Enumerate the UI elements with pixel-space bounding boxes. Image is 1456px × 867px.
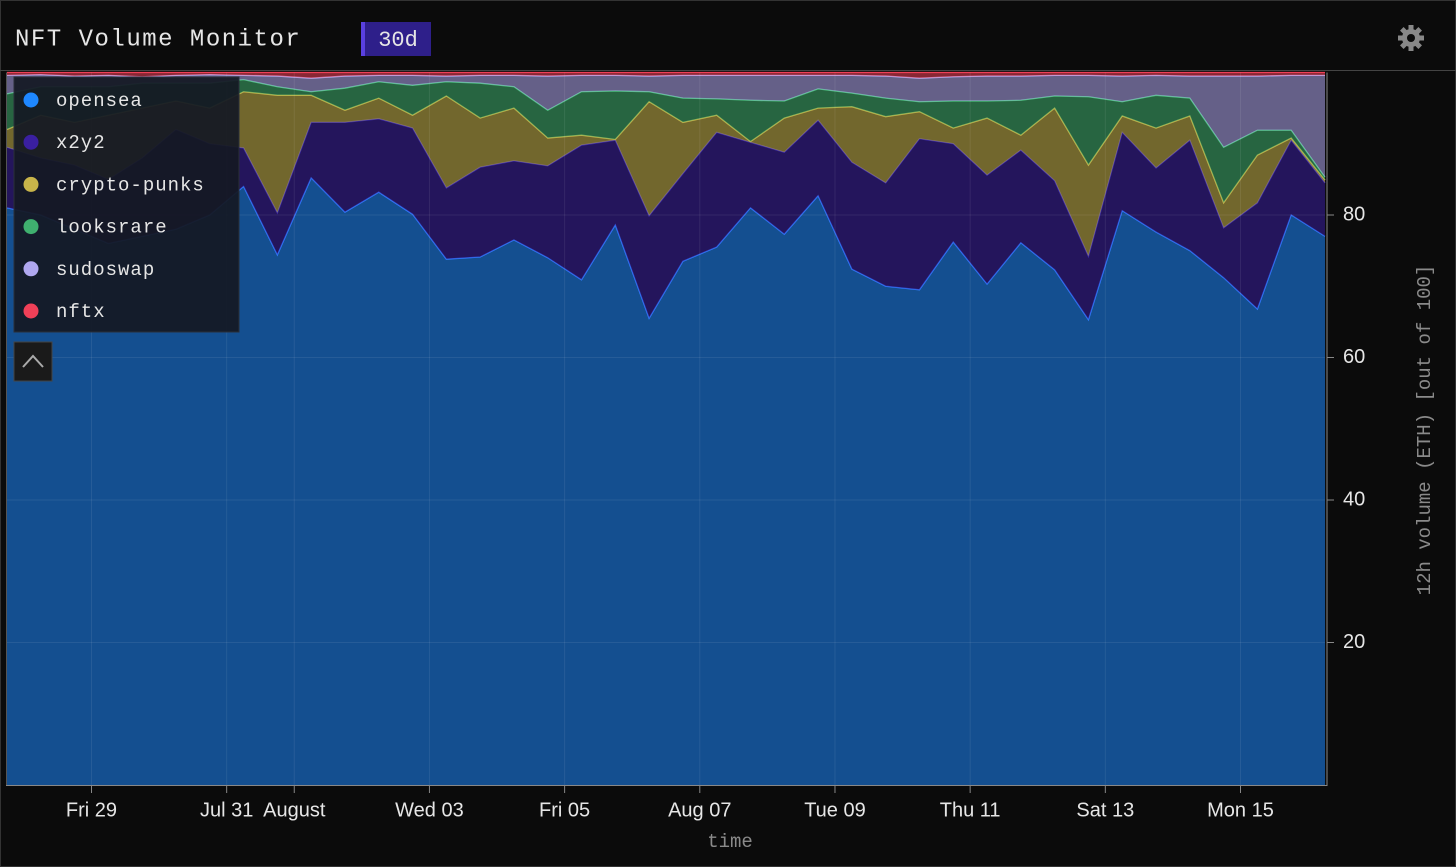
- x-tick-label: Thu 11: [940, 799, 1001, 821]
- x-tick-label: August: [263, 799, 326, 821]
- legend-swatch: [23, 261, 39, 277]
- y-tick-label: 80: [1343, 203, 1365, 225]
- x-axis-title: time: [707, 831, 753, 853]
- legend-swatch: [23, 219, 39, 235]
- range-label[interactable]: 30d: [378, 28, 418, 53]
- x-tick-label: Sat 13: [1076, 799, 1134, 821]
- legend: opensea x2y2 crypto-punks looksrare sudoswap…: [13, 76, 240, 382]
- legend-label: opensea: [56, 90, 143, 112]
- button-box: [13, 341, 53, 382]
- y-tick-label: 60: [1343, 346, 1365, 368]
- legend-collapse-button[interactable]: [13, 341, 53, 382]
- x-tick-label: Tue 09: [804, 799, 866, 821]
- y-tick-label: 20: [1343, 631, 1365, 653]
- range-badge-accent: [361, 22, 365, 56]
- range-badge[interactable]: [361, 22, 431, 56]
- chevron-icon: [22, 354, 44, 368]
- legend-label: sudoswap: [56, 259, 155, 281]
- x-tick-label: Mon 15: [1207, 799, 1274, 821]
- area-fill: [7, 91, 1325, 257]
- legend-swatch: [23, 92, 39, 108]
- settings-icon[interactable]: [1398, 25, 1424, 51]
- legend-swatch: [23, 303, 39, 319]
- x-tick-label: Jul 31: [200, 799, 253, 821]
- area-fill: [7, 72, 1325, 79]
- gear-hole: [1407, 34, 1415, 42]
- plot-area: Fri 29 Jul 31 August Wed 03 Fri 05 Aug 07 Tue …: [6, 71, 1365, 821]
- area-fill: [7, 79, 1325, 203]
- area-fill: [7, 74, 1325, 178]
- y-axis-title: 12h volume (ETH) [out of 100]: [1414, 265, 1436, 596]
- page-title: NFT Volume Monitor: [15, 26, 301, 53]
- x-tick-label: Fri 29: [66, 799, 117, 821]
- legend-box: [13, 76, 240, 333]
- legend-label: crypto-punks: [56, 174, 205, 196]
- x-tick-label: Fri 05: [539, 799, 590, 821]
- legend-swatch: [23, 134, 39, 150]
- legend-label: x2y2: [56, 132, 106, 154]
- legend-swatch: [23, 176, 39, 192]
- area-fill: [7, 177, 1325, 785]
- y-tick-label: 40: [1343, 488, 1365, 510]
- x-tick-label: Wed 03: [395, 799, 464, 821]
- legend-label: nftx: [56, 301, 106, 323]
- x-tick-label: Aug 07: [668, 799, 731, 821]
- legend-label: looksrare: [56, 217, 168, 239]
